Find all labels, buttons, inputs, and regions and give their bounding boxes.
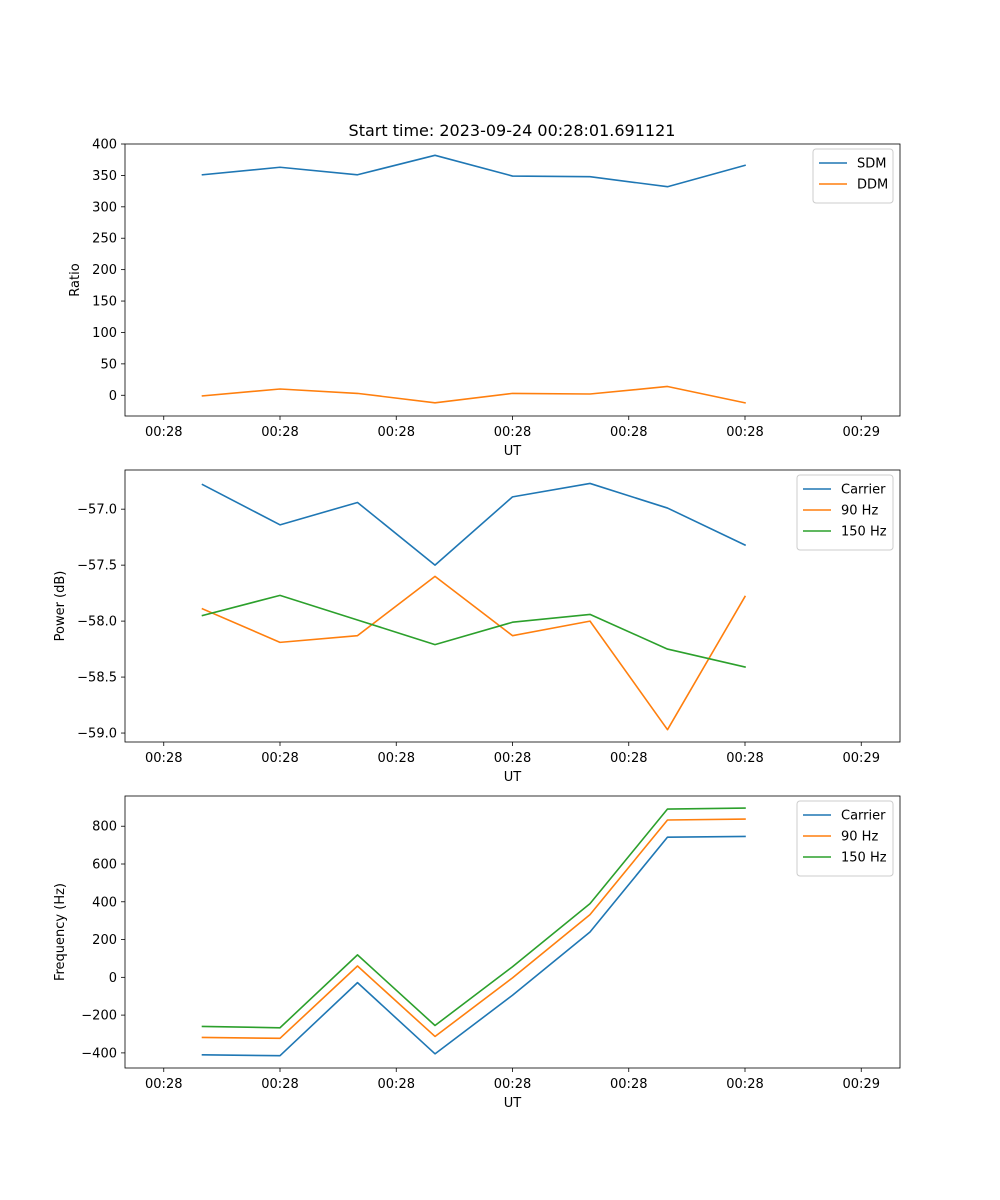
frequency-legend-label-90-hz: 90 Hz [841,830,878,845]
ratio-legend-label-ddm: DDM [857,178,888,193]
frequency-series-carrier-line [201,835,746,1057]
ratio-x-tick-label: 00:28 [261,425,298,440]
power-x-tick-label: 00:28 [726,751,763,766]
frequency-series-90-hz-line [201,818,746,1040]
power-series-150-hz-line [201,594,746,668]
power-y-tick-label: −57.5 [77,559,117,574]
frequency-panel: 00:28 00:28 00:28 00:28 00:28 00:28 00:29 −400 −… [53,795,901,1111]
frequency-y-tick-label: 400 [92,895,117,910]
ratio-x-tick-label: 00:29 [843,425,880,440]
frequency-x-tick-label: 00:28 [261,1077,298,1092]
frequency-x-tick-label: 00:28 [610,1077,647,1092]
power-x-tick-label: 00:28 [261,751,298,766]
power-panel: 00:28 00:28 00:28 00:28 00:28 00:28 00:29 −57.0… [53,469,901,785]
frequency-y-tick-label: 200 [92,933,117,948]
ratio-y-tick-label: 200 [92,263,117,278]
power-y-axis-label: Power (dB) [53,571,68,642]
power-y-tick-label: −59.0 [77,727,117,742]
power-x-tick-label: 00:28 [378,751,415,766]
frequency-y-axis-label: Frequency (Hz) [53,883,68,981]
power-x-axis-label: UT [504,770,522,785]
figure-title: Start time: 2023-09-24 00:28:01.691121 [349,121,676,140]
frequency-y-tick-label: −400 [81,1046,117,1061]
ratio-x-tick-label: 00:28 [145,425,182,440]
frequency-y-tick-label: 600 [92,858,117,873]
power-series-90-hz-line [201,575,747,731]
ratio-x-tick-label: 00:28 [726,425,763,440]
ratio-series-sdm-line [201,154,746,188]
frequency-series-150-hz-line [201,807,746,1029]
power-x-tick-label: 00:28 [494,751,531,766]
frequency-x-tick-label: 00:28 [494,1077,531,1092]
ratio-y-axis-label: Ratio [68,263,83,296]
power-series-carrier-line [201,482,747,566]
frequency-y-tick-label: 0 [109,971,117,986]
frequency-legend-label-carrier: Carrier [841,809,886,824]
ratio-legend: SDM DDM [812,148,894,204]
power-y-tick-label: −58.0 [77,615,117,630]
ratio-x-tick-label: 00:28 [378,425,415,440]
ratio-legend-label-sdm: SDM [857,157,886,172]
ratio-x-axis-label: UT [504,444,522,459]
power-legend-label-90-hz: 90 Hz [841,504,878,519]
power-legend-label-carrier: Carrier [841,483,886,498]
ratio-y-tick-label: 0 [109,389,117,404]
frequency-x-tick-label: 00:28 [726,1077,763,1092]
ratio-y-tick-label: 350 [92,169,117,184]
ratio-series-ddm-line [201,385,746,404]
ratio-y-tick-label: 50 [100,357,117,372]
frequency-x-axis-label: UT [504,1096,522,1111]
power-legend: Carrier 90 Hz 150 Hz [796,474,894,551]
ratio-y-tick-label: 250 [92,232,117,247]
ratio-x-tick-label: 00:28 [494,425,531,440]
power-x-tick-label: 00:28 [610,751,647,766]
ratio-panel: 00:28 00:28 00:28 00:28 00:28 00:28 00:29 0 50 10… [68,138,901,459]
ratio-x-tick-label: 00:28 [610,425,647,440]
frequency-x-tick-label: 00:28 [145,1077,182,1092]
power-legend-label-150-hz: 150 Hz [841,525,887,540]
frequency-legend-label-150-hz: 150 Hz [841,851,887,866]
frequency-y-tick-label: 800 [92,820,117,835]
ratio-y-tick-label: 150 [92,295,117,310]
frequency-x-tick-label: 00:28 [378,1077,415,1092]
power-y-tick-label: −58.5 [77,671,117,686]
ratio-y-tick-label: 400 [92,138,117,153]
power-x-tick-label: 00:29 [843,751,880,766]
power-x-tick-label: 00:28 [145,751,182,766]
frequency-legend: Carrier 90 Hz 150 Hz [796,800,894,877]
frequency-x-tick-label: 00:29 [843,1077,880,1092]
ratio-y-tick-label: 100 [92,326,117,341]
ratio-y-tick-label: 300 [92,200,117,215]
power-y-tick-label: −57.0 [77,503,117,518]
frequency-y-tick-label: −200 [81,1009,117,1024]
